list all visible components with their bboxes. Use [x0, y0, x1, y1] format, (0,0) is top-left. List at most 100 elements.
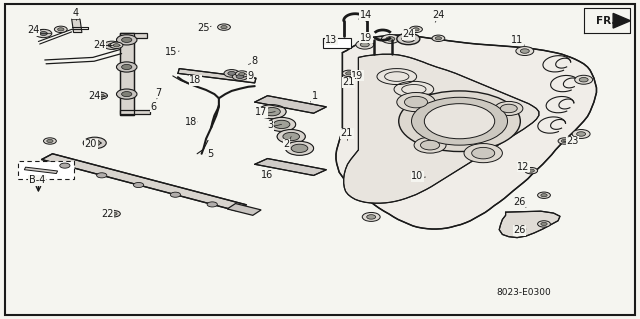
Circle shape [541, 194, 547, 197]
Circle shape [264, 108, 280, 116]
Text: 8: 8 [252, 56, 258, 66]
Circle shape [221, 26, 227, 29]
Circle shape [561, 139, 568, 143]
Circle shape [410, 26, 422, 33]
Text: 21: 21 [340, 128, 353, 138]
Circle shape [367, 215, 376, 219]
Text: 24: 24 [432, 10, 445, 20]
Circle shape [97, 173, 107, 178]
Polygon shape [178, 69, 256, 83]
Circle shape [44, 138, 56, 144]
Circle shape [236, 71, 248, 77]
Circle shape [397, 93, 435, 112]
Circle shape [525, 167, 538, 174]
Circle shape [58, 28, 64, 31]
Circle shape [224, 70, 239, 77]
Circle shape [285, 141, 314, 155]
Circle shape [541, 222, 547, 226]
Circle shape [47, 139, 53, 143]
Text: 25: 25 [197, 23, 210, 33]
Circle shape [116, 35, 137, 45]
Circle shape [54, 26, 67, 33]
Circle shape [207, 202, 218, 207]
Circle shape [89, 140, 100, 146]
Circle shape [420, 140, 440, 150]
Circle shape [414, 137, 446, 153]
Circle shape [89, 92, 106, 100]
Polygon shape [72, 19, 82, 33]
Circle shape [342, 70, 355, 77]
Circle shape [386, 37, 395, 41]
Circle shape [516, 47, 534, 56]
Circle shape [108, 211, 120, 217]
Circle shape [412, 97, 508, 145]
Text: 10: 10 [411, 171, 424, 181]
Circle shape [397, 33, 420, 45]
Circle shape [346, 72, 352, 75]
Text: 14: 14 [360, 10, 372, 20]
Circle shape [232, 73, 248, 80]
Circle shape [273, 120, 290, 129]
Polygon shape [613, 13, 630, 28]
Circle shape [170, 192, 180, 197]
Circle shape [122, 64, 132, 70]
Text: 9: 9 [248, 71, 254, 81]
Circle shape [538, 192, 550, 198]
Text: 2: 2 [284, 139, 290, 149]
Circle shape [399, 91, 520, 152]
Text: 12: 12 [517, 161, 530, 172]
Text: 20: 20 [84, 139, 97, 149]
Text: 16: 16 [261, 170, 274, 180]
Text: 11: 11 [511, 35, 524, 45]
Text: 8023-E0300: 8023-E0300 [496, 288, 551, 297]
Circle shape [258, 105, 286, 119]
Circle shape [575, 75, 593, 84]
Circle shape [35, 29, 52, 38]
Polygon shape [499, 211, 560, 238]
Text: 15: 15 [165, 47, 178, 57]
Circle shape [528, 169, 534, 172]
Circle shape [239, 72, 245, 76]
Circle shape [404, 96, 428, 108]
Circle shape [116, 89, 137, 99]
Text: 6: 6 [150, 102, 157, 112]
Circle shape [122, 37, 132, 42]
Circle shape [577, 132, 586, 136]
Text: 13: 13 [325, 35, 338, 45]
Circle shape [111, 212, 117, 215]
Circle shape [268, 117, 296, 131]
Circle shape [236, 75, 244, 78]
Circle shape [277, 130, 305, 144]
Text: 23: 23 [566, 136, 579, 146]
Circle shape [98, 94, 104, 97]
Polygon shape [120, 33, 134, 115]
Circle shape [113, 44, 120, 47]
Text: 24: 24 [402, 29, 415, 40]
Text: 1: 1 [312, 91, 318, 101]
Circle shape [93, 94, 101, 98]
Circle shape [381, 34, 399, 43]
Polygon shape [120, 110, 150, 114]
Circle shape [424, 104, 495, 139]
Text: 17: 17 [255, 107, 268, 117]
Text: 26: 26 [513, 197, 526, 207]
Circle shape [116, 62, 137, 72]
Polygon shape [227, 204, 261, 215]
Circle shape [360, 42, 369, 47]
Text: 24: 24 [27, 25, 40, 35]
Circle shape [218, 24, 230, 30]
Polygon shape [42, 154, 246, 211]
Text: 18: 18 [184, 117, 197, 127]
Text: 5: 5 [207, 149, 213, 159]
Circle shape [572, 130, 590, 138]
Circle shape [104, 41, 120, 49]
Text: 7: 7 [156, 87, 162, 98]
Circle shape [134, 182, 144, 188]
Text: FR.: FR. [596, 16, 616, 26]
Circle shape [362, 212, 380, 221]
Text: 21: 21 [342, 77, 355, 87]
Circle shape [558, 138, 571, 144]
Circle shape [95, 93, 108, 99]
Circle shape [520, 49, 529, 53]
Circle shape [108, 43, 116, 47]
